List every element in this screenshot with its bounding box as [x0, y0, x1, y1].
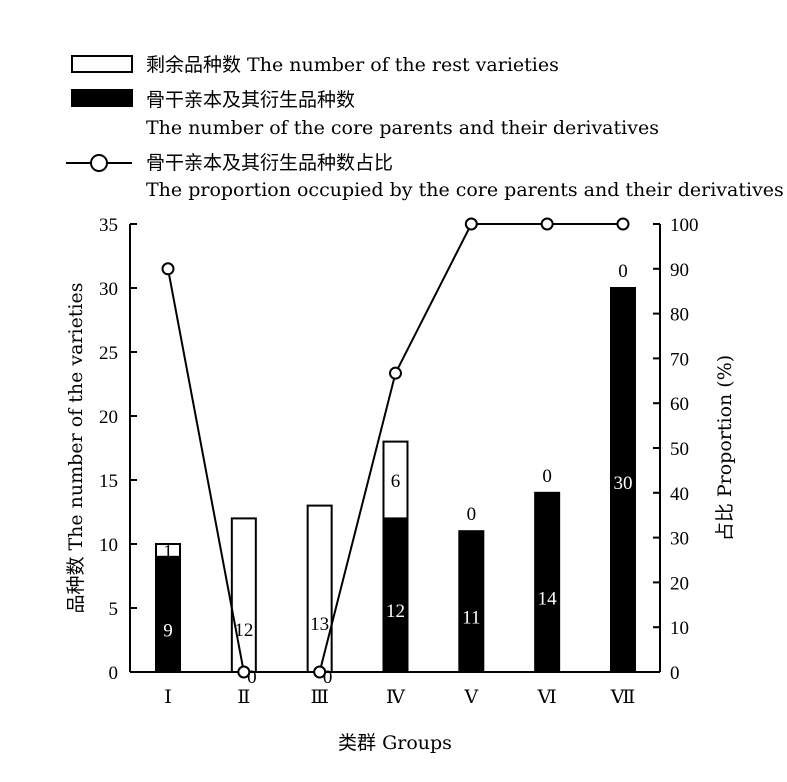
- x-tick-label: Ⅶ: [610, 687, 636, 708]
- y-axis-title: 品种数 The number of the varieties: [65, 282, 87, 613]
- proportion-line-layer: [161, 217, 630, 679]
- proportion-marker: [161, 262, 175, 276]
- y-axis-right-title: 占比 Proportion (%): [714, 355, 736, 541]
- data-label-core: 30: [613, 473, 632, 494]
- left-tick-label: 0: [109, 663, 119, 684]
- left-tick-label: 10: [99, 535, 118, 556]
- legend-swatch-rest: [71, 55, 133, 73]
- right-tick-label: 70: [670, 349, 689, 370]
- right-tick-label: 30: [670, 529, 689, 550]
- proportion-marker: [313, 665, 327, 679]
- data-labels: 9 1 0 12 0 13 12 6 11 0 14 0 30 0: [163, 261, 632, 688]
- x-axis-title: 类群 Groups: [338, 732, 452, 754]
- proportion-marker: [616, 217, 630, 231]
- x-tick-label: Ⅱ: [237, 687, 250, 708]
- left-axis-ticks: 0 5 10 15 20 25 30 35: [99, 215, 137, 684]
- bar-core: [458, 530, 485, 674]
- bar-core: [534, 491, 561, 673]
- x-tick-label: Ⅲ: [310, 687, 328, 708]
- data-label-core: 0: [323, 667, 333, 688]
- proportion-marker: [540, 217, 554, 231]
- bar-rest: [155, 543, 181, 558]
- right-tick-label: 50: [670, 439, 689, 460]
- data-label-core: 9: [163, 620, 173, 641]
- data-label-core: 12: [386, 601, 405, 622]
- left-tick-label: 20: [99, 407, 118, 428]
- left-tick-label: 25: [99, 343, 118, 364]
- data-label-rest: 13: [310, 614, 329, 635]
- right-tick-label: 80: [670, 305, 689, 326]
- left-tick-label: 15: [99, 471, 118, 492]
- legend-label-rest: 剩余品种数 The number of the rest varieties: [146, 54, 559, 76]
- legend: 剩余品种数 The number of the rest varieties 骨…: [66, 54, 784, 201]
- bar-rest: [230, 517, 257, 674]
- data-label-rest: 12: [234, 620, 253, 641]
- left-tick-label: 5: [109, 599, 119, 620]
- left-tick-label: 35: [99, 215, 118, 236]
- right-tick-label: 0: [670, 663, 680, 684]
- x-tick-label: Ⅴ: [463, 687, 478, 708]
- proportion-marker: [388, 366, 402, 380]
- right-tick-label: 90: [670, 260, 689, 281]
- bar-core: [382, 517, 409, 674]
- right-tick-label: 40: [670, 484, 689, 505]
- legend-label-core-en: The number of the core parents and their…: [146, 117, 659, 139]
- x-axis-ticks: Ⅰ Ⅱ Ⅲ Ⅳ Ⅴ Ⅵ Ⅶ: [164, 687, 635, 708]
- left-tick-label: 30: [99, 279, 118, 300]
- bar-rest: [306, 504, 333, 673]
- right-tick-label: 60: [670, 394, 689, 415]
- legend-label-prop-zh: 骨干亲本及其衍生品种数占比: [146, 152, 393, 174]
- bar-core: [609, 287, 636, 673]
- data-label-rest: 0: [618, 261, 628, 282]
- bar-rest: [382, 440, 409, 520]
- right-tick-label: 20: [670, 573, 689, 594]
- proportion-marker: [464, 217, 478, 231]
- data-label-rest: 6: [391, 471, 401, 492]
- legend-swatch-core: [71, 89, 133, 107]
- data-label-core: 14: [538, 588, 558, 609]
- legend-label-prop-en: The proportion occupied by the core pare…: [146, 179, 784, 201]
- x-tick-label: Ⅰ: [164, 687, 172, 708]
- data-label-core: 0: [247, 667, 257, 688]
- right-tick-label: 10: [670, 618, 689, 639]
- legend-label-core-zh: 骨干亲本及其衍生品种数: [146, 89, 355, 111]
- bars: [155, 287, 636, 674]
- data-label-rest: 0: [467, 504, 477, 525]
- data-label-rest: 1: [163, 541, 173, 562]
- legend-marker-prop: [90, 154, 108, 172]
- x-tick-label: Ⅳ: [386, 687, 406, 708]
- x-tick-label: Ⅵ: [537, 687, 557, 708]
- right-axis-ticks: 0 10 20 30 40 50 60 70 80 90 100: [653, 215, 699, 684]
- data-label-rest: 0: [542, 466, 552, 487]
- right-tick-label: 100: [670, 215, 699, 236]
- data-label-core: 11: [462, 608, 480, 629]
- proportion-marker: [237, 665, 251, 679]
- bar-core: [155, 555, 181, 673]
